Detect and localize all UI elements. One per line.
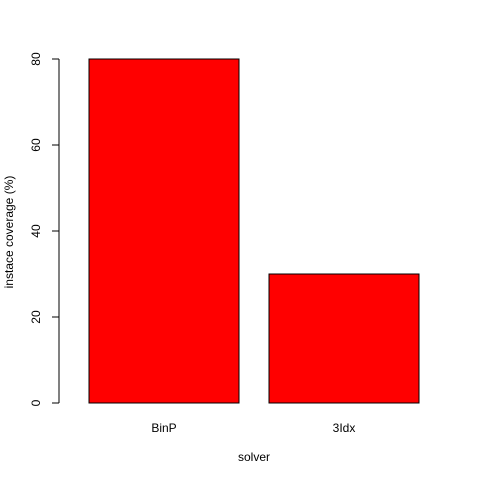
y-tick-label: 40 — [29, 224, 43, 238]
y-axis: 0 20 40 60 80 — [29, 52, 60, 406]
bar-BinP — [88, 58, 240, 404]
y-tick-label: 80 — [29, 52, 43, 66]
y-tick-label: 20 — [29, 310, 43, 324]
bars — [88, 58, 420, 404]
y-tick-label: 60 — [29, 138, 43, 152]
x-axis-labels: BinP 3Idx — [151, 421, 355, 435]
y-tick-label: 0 — [29, 399, 43, 406]
y-axis-title: instace coverage (%) — [2, 176, 16, 289]
x-tick-label: BinP — [151, 421, 176, 435]
x-tick-label: 3Idx — [333, 421, 356, 435]
bar-3Idx — [268, 273, 420, 404]
x-axis-title: solver — [238, 450, 270, 464]
